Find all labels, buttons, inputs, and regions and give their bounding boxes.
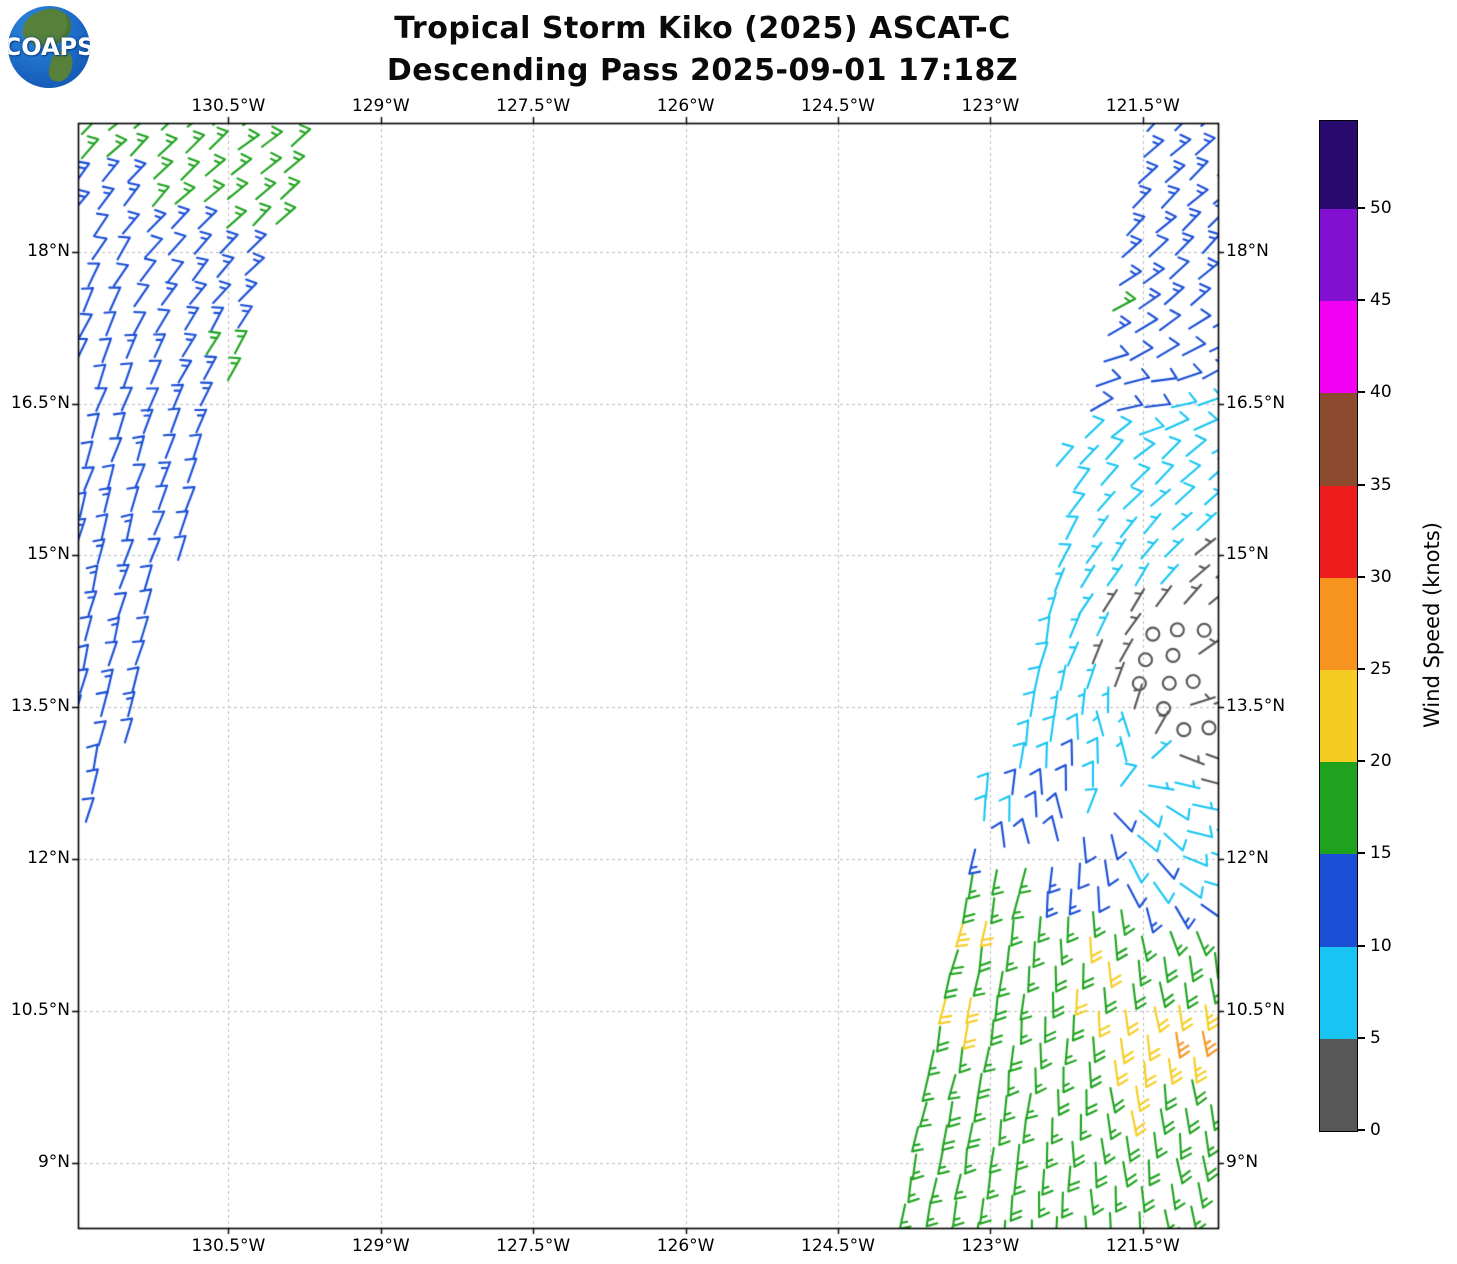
colorbar-tick-mark [1358, 1129, 1365, 1131]
y-tick-label-left: 13.5°N [10, 696, 70, 717]
x-tick-label-bottom: 123°W [961, 1236, 1020, 1256]
x-tick-label-bottom: 126°W [656, 1236, 715, 1256]
x-tick-label-top: 121.5°W [1105, 96, 1180, 116]
plot-title-line2: Descending Pass 2025-09-01 17:18Z [386, 53, 1019, 88]
colorbar-tick-mark [1358, 760, 1365, 763]
colorbar-tick-label: 50 [1370, 198, 1392, 218]
colorbar [1319, 120, 1358, 1132]
x-tick-label-bottom: 129°W [351, 1236, 410, 1256]
colorbar-band [1320, 577, 1357, 670]
colorbar-tick-label: 25 [1370, 659, 1392, 679]
y-tick-label-right: 10.5°N [1226, 1000, 1286, 1021]
colorbar-tick-label: 35 [1370, 474, 1392, 495]
colorbar-band [1320, 762, 1357, 855]
colorbar-tick-mark [1358, 852, 1365, 855]
x-tick-label-top: 130.5°W [191, 96, 266, 116]
plot-title: Tropical Storm Kiko (2025) ASCAT-C Desce… [130, 8, 1275, 92]
colorbar-tick-mark [1358, 207, 1365, 209]
logo-text: COAPS [8, 33, 90, 61]
colorbar-band [1320, 669, 1357, 763]
colorbar-band [1320, 301, 1357, 394]
colorbar-band [1320, 393, 1357, 486]
colorbar-tick-label: 20 [1370, 751, 1392, 772]
plot-title-line1: Tropical Storm Kiko (2025) ASCAT-C [394, 11, 1011, 46]
colorbar-tick-mark [1358, 1036, 1365, 1039]
colorbar-axis-label: Wind Speed (knots) [1420, 522, 1444, 728]
y-tick-label-right: 18°N [1226, 240, 1269, 261]
colorbar-tick-mark [1358, 299, 1365, 302]
colorbar-tick-label: 5 [1370, 1027, 1381, 1048]
colorbar-tick-label: 40 [1370, 382, 1392, 403]
colorbar-tick-mark [1358, 668, 1365, 670]
y-tick-label-left: 15°N [27, 544, 70, 565]
x-tick-label-top: 124.5°W [801, 96, 875, 116]
coaps-logo: COAPS [8, 6, 90, 88]
colorbar-tick-label: 0 [1370, 1120, 1381, 1140]
colorbar-band [1320, 1038, 1357, 1131]
y-tick-label-right: 16.5°N [1226, 392, 1286, 413]
y-tick-label-left: 10.5°N [10, 1000, 70, 1021]
colorbar-tick-mark [1358, 944, 1365, 947]
colorbar-tick-label: 30 [1370, 566, 1392, 587]
colorbar-tick-mark [1358, 483, 1365, 486]
colorbar-tick-mark [1358, 575, 1365, 578]
x-tick-label-top: 123°W [961, 96, 1020, 116]
colorbar-band [1320, 854, 1357, 947]
colorbar-band [1320, 121, 1357, 209]
colorbar-band [1320, 946, 1357, 1039]
colorbar-tick-mark [1358, 391, 1365, 394]
x-tick-label-top: 126°W [656, 96, 715, 116]
y-tick-label-right: 12°N [1226, 848, 1269, 869]
x-tick-label-bottom: 124.5°W [801, 1236, 875, 1256]
colorbar-tick-label: 10 [1370, 935, 1392, 956]
colorbar-tick-label: 45 [1370, 290, 1392, 311]
x-tick-label-bottom: 127.5°W [496, 1236, 571, 1256]
y-tick-label-left: 9°N [37, 1152, 70, 1173]
y-tick-label-left: 18°N [27, 240, 70, 261]
y-tick-label-left: 16.5°N [10, 392, 70, 413]
x-tick-label-bottom: 130.5°W [191, 1236, 266, 1256]
colorbar-band [1320, 209, 1357, 302]
x-tick-label-bottom: 121.5°W [1105, 1236, 1180, 1256]
y-tick-label-left: 12°N [27, 848, 70, 869]
y-tick-label-right: 9°N [1226, 1152, 1259, 1173]
y-tick-label-right: 13.5°N [1226, 696, 1286, 717]
x-tick-label-top: 129°W [351, 96, 410, 116]
y-tick-label-right: 15°N [1226, 544, 1269, 565]
x-tick-label-top: 127.5°W [496, 96, 571, 116]
colorbar-band [1320, 485, 1357, 578]
colorbar-tick-label: 15 [1370, 843, 1392, 864]
